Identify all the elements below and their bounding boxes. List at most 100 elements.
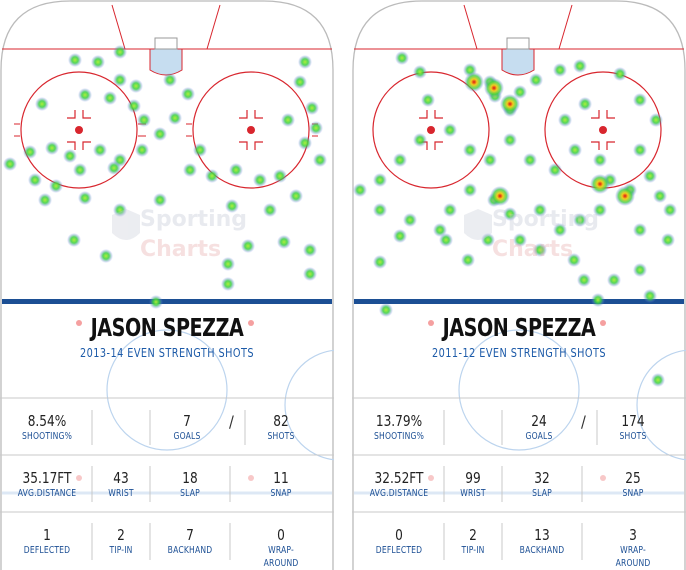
stat-goals: 24 GOALS [525, 412, 553, 442]
shot-heat-spot [305, 101, 319, 115]
shot-heat-spot [38, 193, 52, 207]
stat-slap: 32 SLAP [532, 469, 552, 499]
svg-text:Sporting: Sporting [492, 207, 599, 232]
stat-deflected: 1 DEFLECTED [23, 526, 71, 556]
shot-heat-spot [593, 153, 607, 167]
shot-heat-spot [548, 163, 562, 177]
shot-heat-spot [490, 186, 510, 206]
stat-deflected: 0 DEFLECTED [375, 526, 423, 556]
shot-heat-spot [93, 143, 107, 157]
rink-diagram: Sporting Charts [352, 0, 686, 570]
stat-shots: 174 SHOTS [619, 412, 647, 442]
shot-heat-spot [593, 203, 607, 217]
shot-heat-spot [99, 249, 113, 263]
svg-text:Charts: Charts [140, 237, 221, 262]
shot-heat-spot [313, 153, 327, 167]
shot-heat-spot [403, 213, 417, 227]
shot-heat-spot [500, 94, 520, 114]
shot-heat-spot [651, 373, 665, 387]
shot-heat-spot [529, 73, 543, 87]
svg-text:Charts: Charts [492, 237, 573, 262]
shot-heat-spot [533, 243, 547, 257]
shot-heat-spot [484, 78, 504, 98]
shot-heat-spot [67, 233, 81, 247]
stat-wraparound: 3 WRAP-AROUND [615, 526, 651, 569]
season-subtitle: 2011-12 EVEN STRENGTH SHOTS [431, 346, 607, 360]
season-subtitle: 2013-14 EVEN STRENGTH SHOTS [79, 346, 255, 360]
shot-heat-spot [393, 153, 407, 167]
stat-wrist: 99 WRIST [460, 469, 486, 499]
stat-snap: 25 SNAP [622, 469, 644, 499]
shot-heat-spot [577, 273, 591, 287]
stat-backhand: 13 BACKHAND [519, 526, 565, 556]
shot-heat-spot [353, 183, 367, 197]
shot-heat-spot [481, 233, 495, 247]
shot-heat-spot [464, 72, 484, 92]
shot-heat-spot [298, 136, 312, 150]
shot-heat-spot [591, 293, 605, 307]
shot-heat-spot [91, 55, 105, 69]
shot-heat-spot [183, 163, 197, 177]
shot-heat-spot [253, 173, 267, 187]
shot-heat-spot [461, 253, 475, 267]
shot-heat-spot [127, 99, 141, 113]
stat-avg-distance: 35.17FT AVG.DISTANCE [17, 469, 77, 499]
shot-heat-spot [607, 273, 621, 287]
shot-heat-spot [558, 113, 572, 127]
shot-heat-spot [663, 203, 677, 217]
shot-heat-spot [107, 161, 121, 175]
shot-heat-spot [113, 203, 127, 217]
shot-heat-spot [193, 143, 207, 157]
shot-heat-spot [373, 255, 387, 269]
shot-heat-spot [573, 59, 587, 73]
shot-heat-spot [590, 174, 610, 194]
shot-heat-spot [393, 229, 407, 243]
shot-heat-spot [68, 53, 82, 67]
shot-heat-spot [113, 45, 127, 59]
shot-heat-spot [221, 277, 235, 291]
shot-heat-spot [273, 169, 287, 183]
shot-heat-spot [28, 173, 42, 187]
shot-heat-spot [373, 203, 387, 217]
stat-tipin: 2 TIP-IN [109, 526, 133, 556]
shot-heat-spot [553, 223, 567, 237]
shot-heat-spot [395, 51, 409, 65]
shot-heat-spot [379, 303, 393, 317]
stat-avg-distance: 32.52FT AVG.DISTANCE [369, 469, 429, 499]
shot-heat-spot [653, 189, 667, 203]
stat-slap: 18 SLAP [180, 469, 200, 499]
shot-heat-spot [63, 149, 77, 163]
shot-heat-spot [163, 73, 177, 87]
shot-heat-spot [421, 93, 435, 107]
stat-snap: 11 SNAP [270, 469, 292, 499]
shot-heat-spot [533, 203, 547, 217]
shot-heat-spot [45, 141, 59, 155]
stat-wraparound: 0 WRAP-AROUND [263, 526, 299, 569]
shot-heat-spot [568, 143, 582, 157]
shot-heat-spot [443, 123, 457, 137]
shot-heat-spot [113, 73, 127, 87]
shot-heat-spot [181, 87, 195, 101]
shot-heat-spot [205, 169, 219, 183]
shot-heat-spot [309, 121, 323, 135]
shot-heat-spot [78, 191, 92, 205]
shot-heat-spot [129, 79, 143, 93]
shot-heat-spot [443, 203, 457, 217]
shot-heat-spot [281, 113, 295, 127]
stats-panel: 13.79% SHOOTING% 24 GOALS / 174 SHOTS 32.52… [352, 398, 686, 570]
stat-backhand: 7 BACKHAND [167, 526, 213, 556]
stat-shooting-pct: 8.54% SHOOTING% [21, 412, 73, 442]
stats-panel: 8.54% SHOOTING% 7 GOALS / 82 SHOTS 35.17FT A… [0, 398, 334, 570]
shot-card-right: Sporting Charts JASON SPEZZA 2011-12 EVE… [352, 0, 686, 570]
shot-heat-spot [503, 133, 517, 147]
goals-shots-slash: / [229, 412, 234, 431]
shot-heat-spot [553, 63, 567, 77]
shot-heat-spot [463, 143, 477, 157]
shot-heat-spot [615, 186, 635, 206]
shot-heat-spot [137, 113, 151, 127]
shot-heat-spot [229, 163, 243, 177]
shot-heat-spot [633, 143, 647, 157]
shot-heat-spot [303, 267, 317, 281]
shot-heat-spot [633, 93, 647, 107]
stat-goals: 7 GOALS [173, 412, 201, 442]
